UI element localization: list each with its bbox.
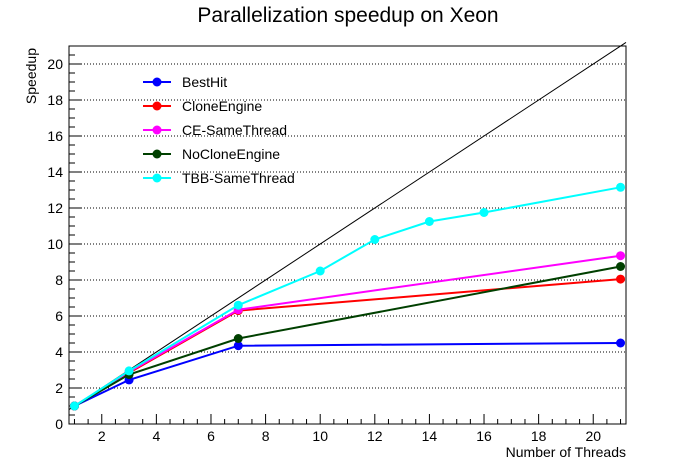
- series-line-besthit: [74, 342, 621, 407]
- x-tick-label: 18: [531, 428, 547, 444]
- legend: BestHit CloneEngine CE-SameThread NoCloneEn…: [143, 74, 295, 186]
- series-line-cloneengine: [73, 278, 621, 407]
- x-tick-label: 16: [476, 428, 492, 444]
- data-point-tbb-samethread: [69, 401, 79, 411]
- x-tick-label: 2: [98, 428, 106, 444]
- x-tick-label: 8: [262, 428, 270, 444]
- x-axis-title: Number of Threads: [506, 444, 626, 460]
- legend-label-ce-samethread: CE-SameThread: [182, 122, 287, 138]
- y-tick-label: 4: [55, 344, 63, 360]
- data-point-tbb-samethread: [479, 208, 489, 217]
- data-point-tbb-samethread: [315, 266, 325, 276]
- y-tick-label: 2: [55, 380, 63, 396]
- x-tick-label: 4: [152, 428, 160, 444]
- ideal-speedup-line: [68, 41, 627, 411]
- data-point-besthit: [616, 338, 626, 348]
- legend-label-tbb-samethread: TBB-SameThread: [182, 170, 295, 186]
- x-tick-label: 20: [585, 428, 601, 444]
- legend-marker-besthit: [152, 77, 162, 87]
- axes: 2 4 6 8 10 12 14 16 18 20 0 2 4 6 8 10 12 14 16 18 20: [47, 45, 622, 444]
- legend-label-nocloneengine: NoCloneEngine: [182, 146, 280, 162]
- data-point-tbb-samethread: [233, 300, 243, 310]
- data-point-tbb-samethread: [370, 235, 380, 244]
- data-point-besthit: [233, 341, 243, 351]
- x-tick-label: 14: [422, 428, 438, 444]
- reference-line: [68, 41, 627, 411]
- legend-marker-tbb-samethread: [152, 173, 162, 183]
- y-tick-label: 18: [47, 92, 63, 108]
- data-point-ce-samethread: [616, 251, 626, 261]
- series-group: [69, 182, 626, 411]
- data-point-nocloneengine: [616, 262, 626, 271]
- y-tick-label: 12: [47, 200, 63, 216]
- data-point-cloneengine: [616, 274, 626, 284]
- data-point-tbb-samethread: [424, 217, 434, 226]
- x-tick-label: 6: [207, 428, 215, 444]
- chart-title: Parallelization speedup on Xeon: [197, 4, 498, 27]
- y-tick-label: 8: [55, 272, 63, 288]
- y-tick-label: 14: [47, 164, 63, 180]
- x-tick-label: 12: [367, 428, 383, 444]
- data-point-nocloneengine: [233, 334, 243, 343]
- legend-marker-nocloneengine: [152, 149, 162, 159]
- y-axis-title: Speedup: [23, 48, 39, 104]
- legend-marker-cloneengine: [152, 101, 162, 111]
- y-tick-label: 20: [47, 56, 63, 72]
- legend-label-cloneengine: CloneEngine: [182, 98, 262, 114]
- y-tick-label: 16: [47, 128, 63, 144]
- series-line-ce-samethread: [73, 254, 621, 407]
- legend-marker-ce-samethread: [152, 125, 162, 135]
- x-tick-label: 10: [312, 428, 328, 444]
- y-tick-label: 0: [55, 416, 63, 432]
- y-tick-label: 10: [47, 236, 63, 252]
- series-line-tbb-samethread: [73, 186, 621, 407]
- data-point-tbb-samethread: [616, 182, 626, 192]
- data-point-tbb-samethread: [124, 366, 134, 376]
- y-tick-label: 6: [55, 308, 63, 324]
- series-line-nocloneengine: [74, 265, 621, 407]
- legend-label-besthit: BestHit: [182, 74, 227, 90]
